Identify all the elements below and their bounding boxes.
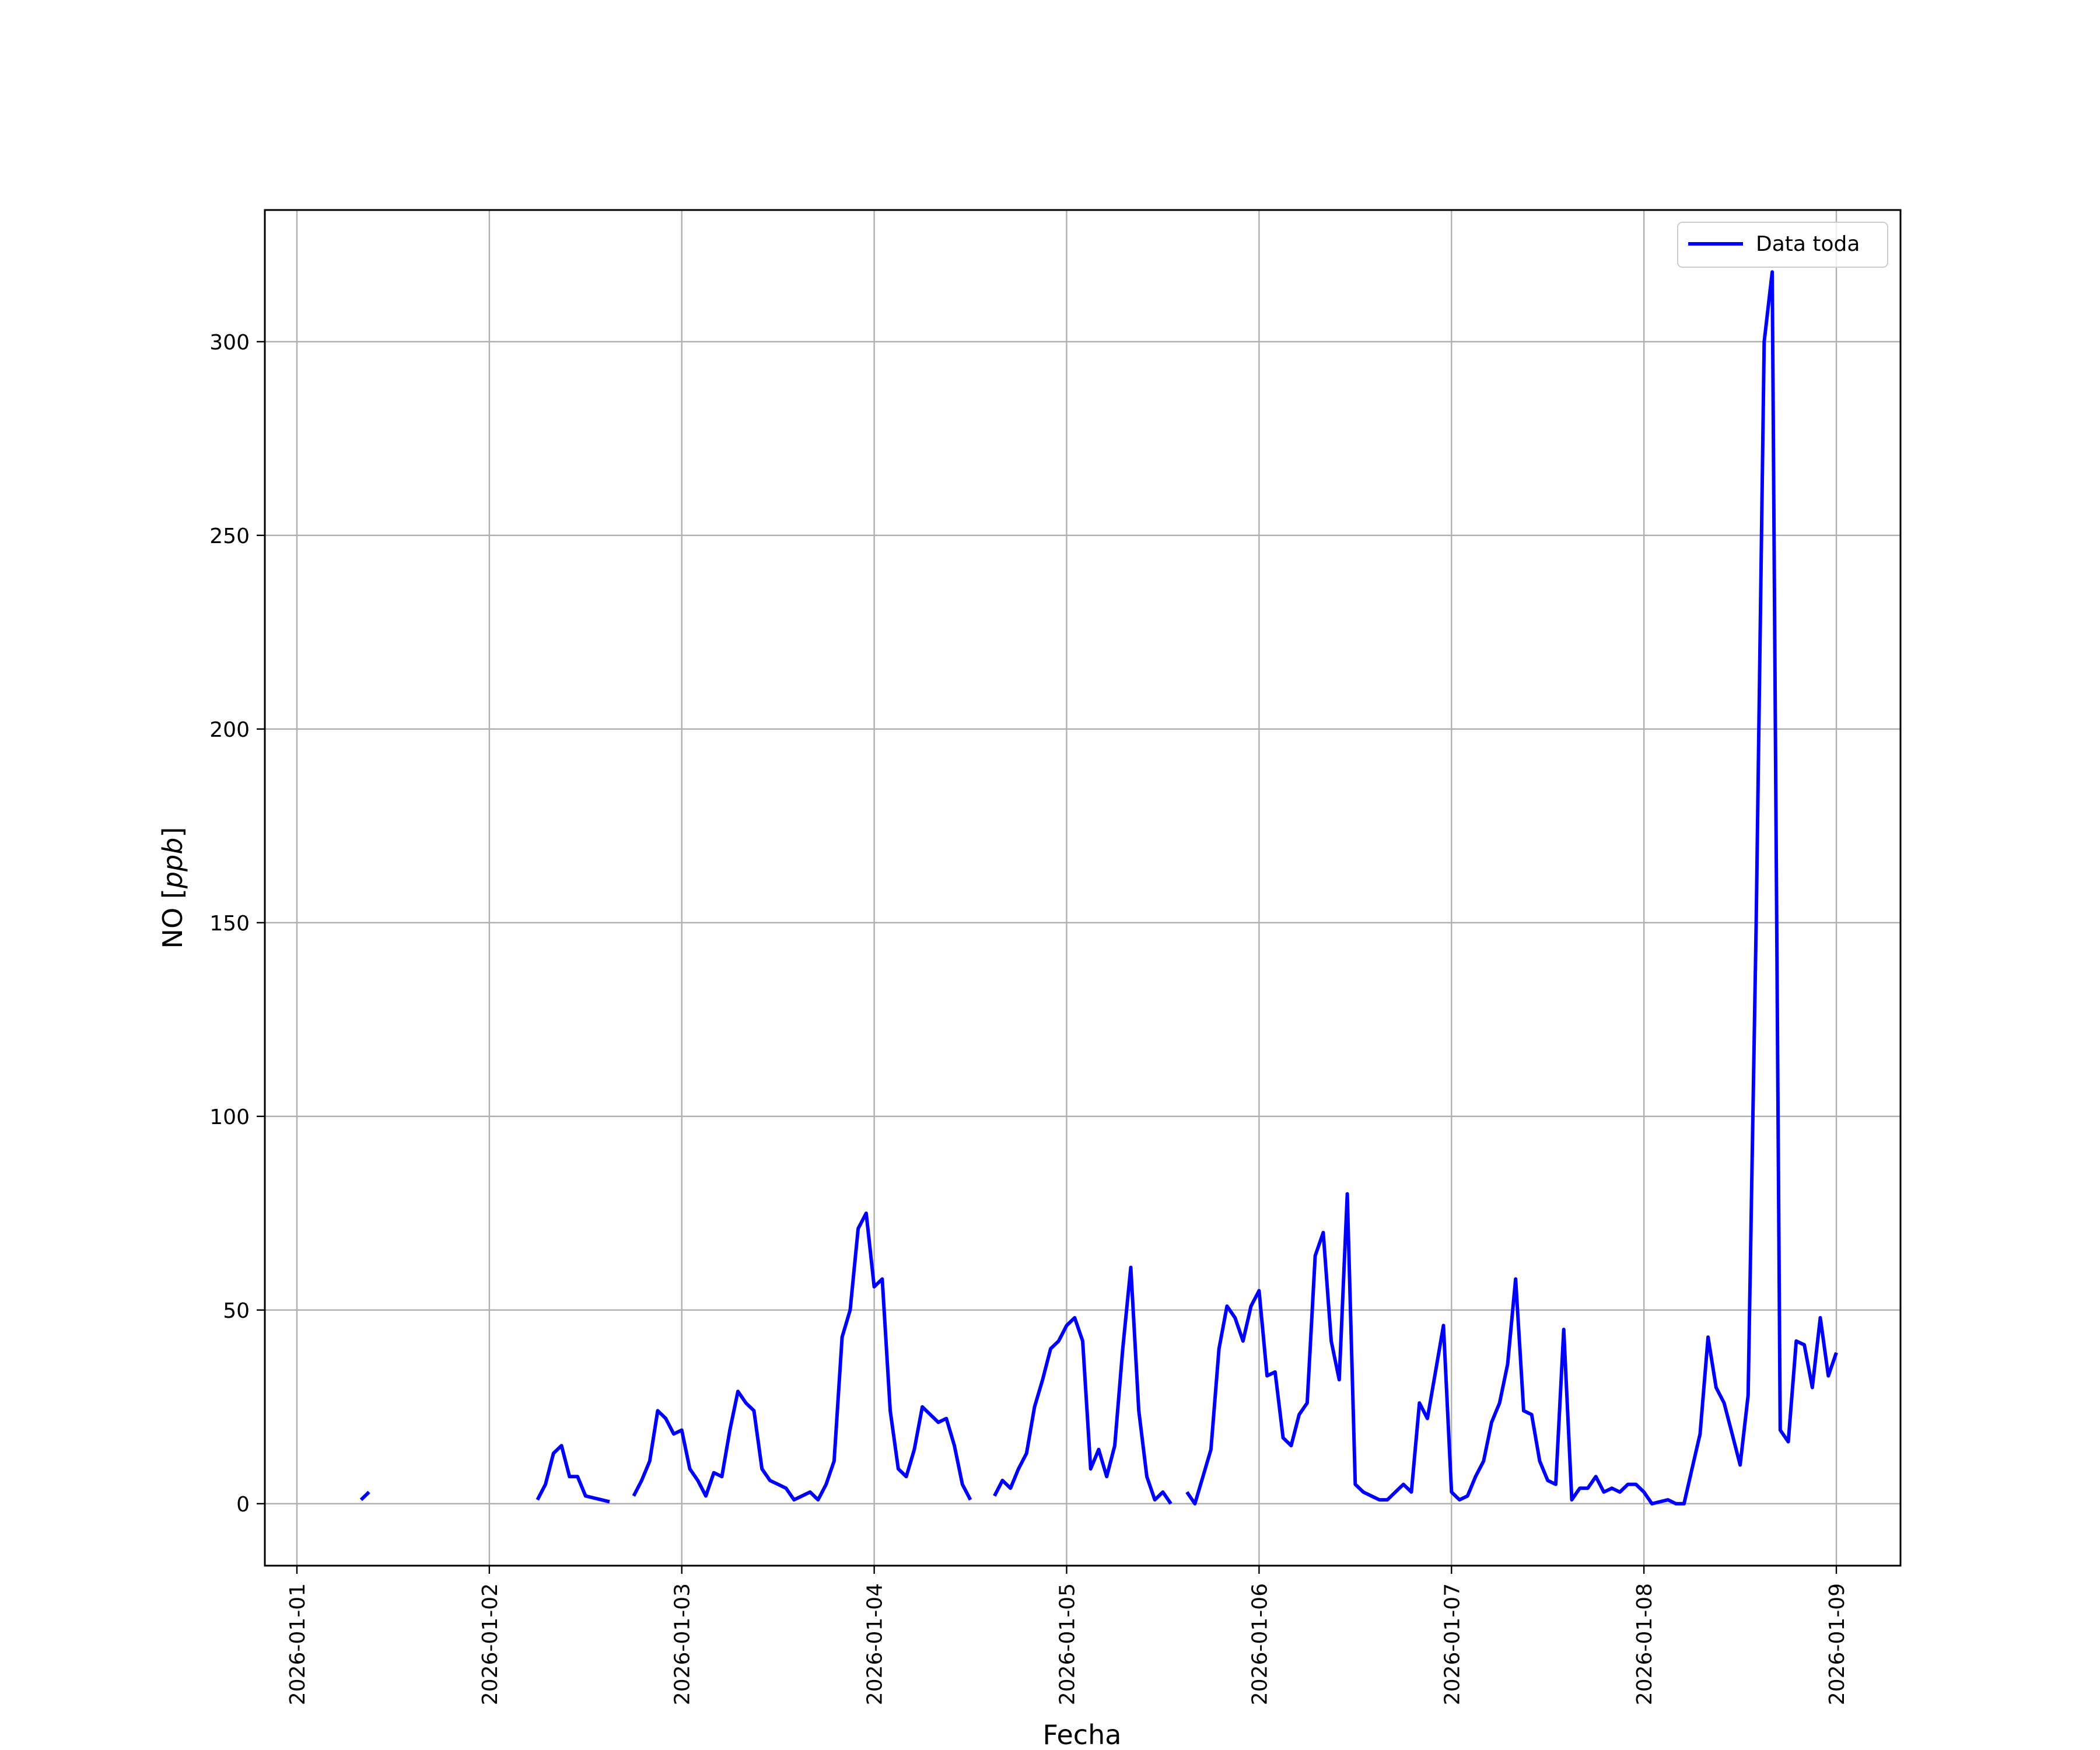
- y-axis-label-bracket-open: [: [157, 888, 188, 899]
- y-tick-label: 50: [223, 1299, 250, 1323]
- x-tick-label: 2026-01-06: [1248, 1583, 1272, 1705]
- legend-label: Data toda: [1756, 232, 1860, 256]
- y-axis-label: NO [ppb]: [157, 827, 188, 949]
- y-tick-label: 0: [236, 1493, 250, 1517]
- x-tick-label: 2026-01-02: [478, 1583, 502, 1705]
- y-axis-label-bracket-close: ]: [157, 827, 188, 838]
- series-line-segment: [993, 1265, 1172, 1505]
- series-line-segment: [536, 1444, 610, 1504]
- x-tick-label: 2026-01-01: [286, 1583, 310, 1705]
- y-axis: 0 50 100 150 200 250 300: [209, 331, 265, 1517]
- series-line-segment: [359, 1490, 370, 1502]
- x-tick-label: 2026-01-07: [1440, 1583, 1464, 1705]
- legend-box: [1677, 222, 1888, 268]
- x-tick-label: 2026-01-08: [1633, 1583, 1657, 1705]
- series-line-segment: [1185, 270, 1838, 1506]
- x-tick-label: 2026-01-04: [863, 1583, 887, 1705]
- y-axis-label-prefix: NO: [157, 899, 188, 949]
- y-tick-label: 200: [209, 718, 250, 742]
- y-tick-label: 100: [209, 1105, 250, 1129]
- legend: Data toda: [1677, 222, 1888, 268]
- y-tick-label: 250: [209, 524, 250, 548]
- x-tick-label: 2026-01-09: [1825, 1583, 1849, 1705]
- y-axis-label-unit: ppb: [157, 838, 188, 890]
- x-axis-label: Fecha: [1043, 1719, 1122, 1750]
- x-tick-label: 2026-01-05: [1056, 1583, 1080, 1705]
- grid: [265, 210, 1901, 1566]
- y-tick-label: 150: [209, 912, 250, 936]
- plot-area: [359, 270, 1838, 1506]
- axes-frame: [264, 209, 1902, 1567]
- y-tick-label: 300: [209, 331, 250, 355]
- x-tick-label: 2026-01-03: [671, 1583, 695, 1705]
- series-line-segment: [632, 1211, 972, 1502]
- x-axis: 2026-01-01 2026-01-02 2026-01-03 2026-01-04…: [286, 1566, 1849, 1705]
